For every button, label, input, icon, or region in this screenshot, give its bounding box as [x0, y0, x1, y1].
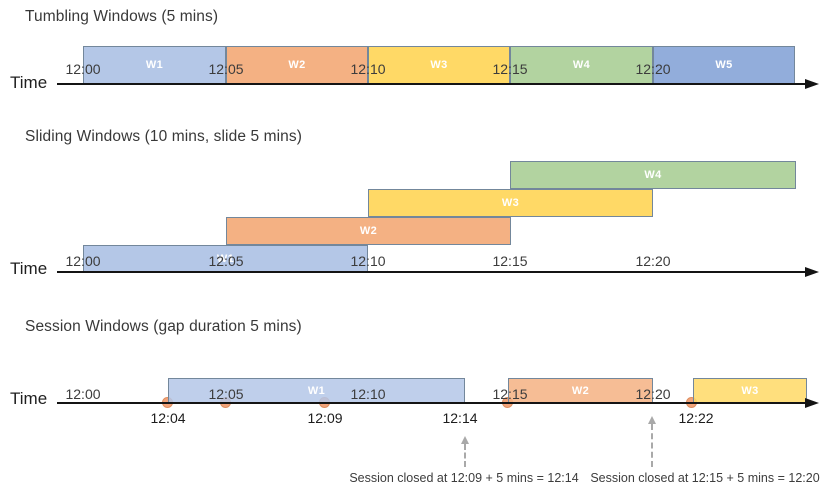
session-time-axis-label: Time — [10, 389, 48, 408]
tick-label: 12:20 — [635, 386, 671, 402]
sliding-time-axis — [57, 271, 807, 273]
tick-label: 12:15 — [492, 386, 528, 402]
window-label-w1: W1 — [145, 59, 164, 71]
window-label-w3: W3 — [741, 385, 759, 397]
sliding-time-axis-arrowhead — [805, 267, 819, 277]
tick-label: 12:00 — [65, 61, 101, 77]
tick-label: 12:20 — [635, 61, 671, 77]
session-close-note: Session closed at 12:15 + 5 mins = 12:20 — [590, 471, 820, 485]
arrow-shaft — [464, 444, 466, 467]
window-label-w1: W1 — [307, 385, 326, 397]
event-time-label: 12:14 — [442, 410, 478, 426]
arrow-shaft — [651, 424, 653, 467]
window-label-w5: W5 — [715, 59, 733, 71]
session-close-note: Session closed at 12:09 + 5 mins = 12:14 — [349, 471, 579, 485]
window-label-w2: W2 — [288, 59, 306, 71]
session-time-axis — [57, 402, 807, 404]
tick-label: 12:10 — [350, 61, 386, 77]
tick-label: 12:20 — [635, 253, 671, 269]
tick-label: 12:10 — [350, 253, 386, 269]
tumbling-time-axis-arrowhead — [805, 79, 819, 89]
window-w4: W4 — [510, 46, 653, 84]
tumbling-time-axis-label: Time — [10, 73, 48, 92]
tick-label: 12:05 — [208, 61, 244, 77]
tick-label: 12:15 — [492, 61, 528, 77]
arrow-up-icon — [648, 416, 656, 424]
event-time-label: 12:09 — [307, 410, 343, 426]
window-w2: W2 — [226, 217, 511, 245]
tick-label: 12:00 — [65, 386, 101, 402]
sliding-time-axis-label: Time — [10, 259, 48, 278]
window-label-w2: W2 — [359, 225, 378, 237]
session-close-arrow — [647, 416, 657, 467]
tumbling-section-title: Tumbling Windows (5 mins) — [25, 8, 219, 25]
sliding-section-title: Sliding Windows (10 mins, slide 5 mins) — [25, 128, 302, 145]
tick-label: 12:00 — [65, 253, 101, 269]
event-time-label: 12:04 — [150, 410, 186, 426]
window-w3: W3 — [368, 46, 510, 84]
event-time-label: 12:22 — [678, 410, 714, 426]
window-w4: W4 — [510, 161, 796, 189]
tick-label: 12:10 — [350, 386, 386, 402]
session-time-axis-arrowhead — [805, 398, 819, 408]
window-label-w4: W4 — [572, 59, 591, 71]
window-w3: W3 — [368, 189, 653, 217]
window-label-w4: W4 — [644, 169, 662, 181]
window-label-w2: W2 — [571, 385, 590, 397]
window-label-w3: W3 — [430, 59, 448, 71]
window-w2: W2 — [226, 46, 368, 84]
tumbling-time-axis — [57, 83, 807, 85]
window-w3: W3 — [693, 378, 807, 404]
window-w1: W1 — [83, 245, 368, 273]
tick-label: 12:05 — [208, 386, 244, 402]
window-w2: W2 — [508, 378, 653, 404]
window-label-w3: W3 — [501, 197, 520, 209]
window-w5: W5 — [653, 46, 795, 84]
tick-label: 12:05 — [208, 253, 244, 269]
window-w1: W1 — [83, 46, 226, 84]
session-close-arrow — [460, 436, 470, 467]
arrow-up-icon — [461, 436, 469, 444]
window-label-w1: W1 — [216, 253, 235, 265]
tick-label: 12:15 — [492, 253, 528, 269]
session-section-title: Session Windows (gap duration 5 mins) — [25, 318, 302, 335]
